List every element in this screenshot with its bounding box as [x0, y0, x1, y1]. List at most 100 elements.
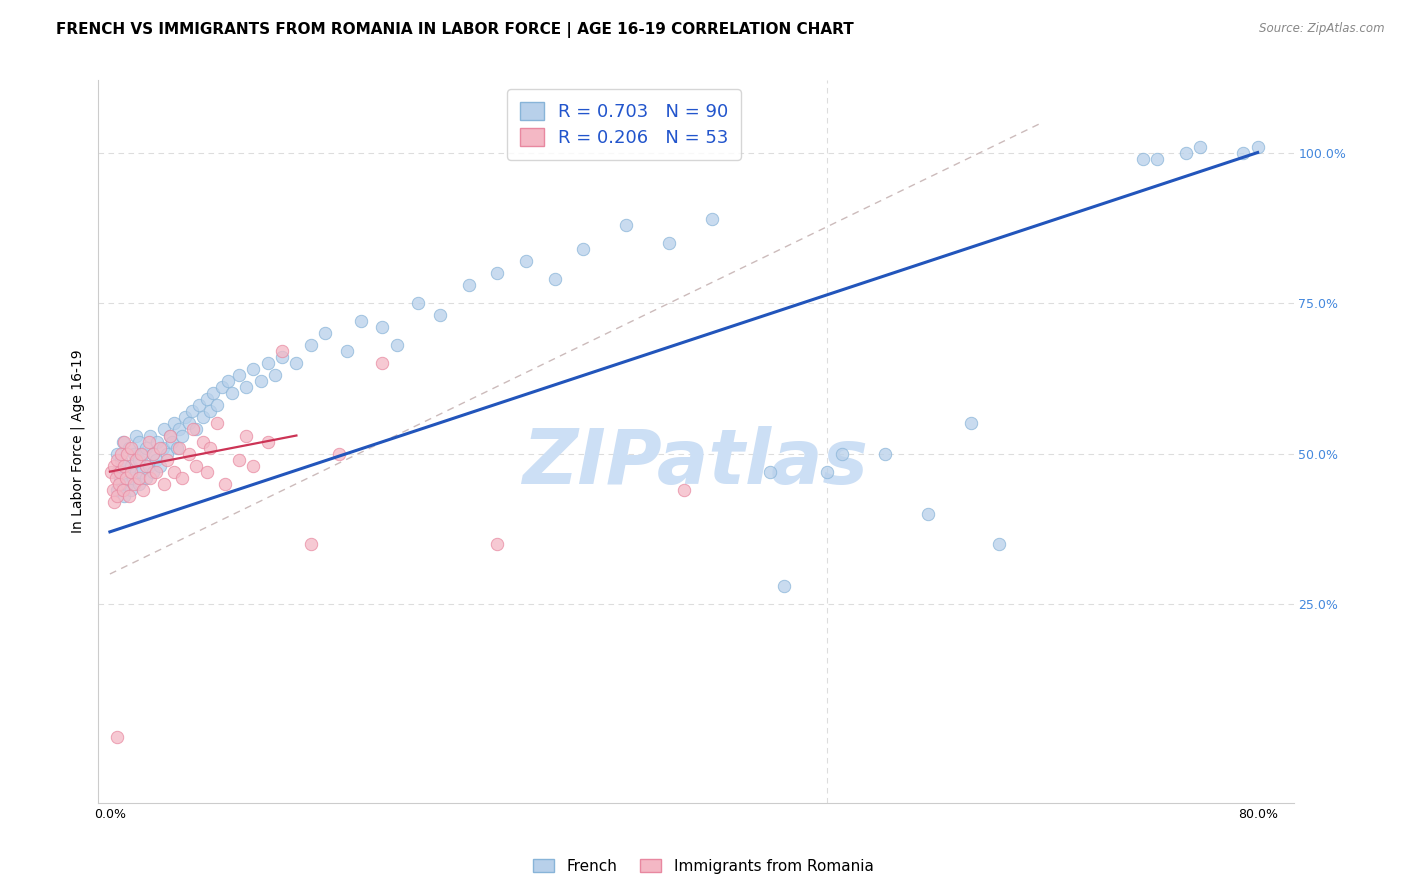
Point [350, 314, 373, 328]
Point [103, 494, 125, 508]
Point [124, 476, 146, 491]
Point [256, 356, 278, 370]
Point [131, 446, 153, 460]
Point [138, 458, 160, 473]
Point [152, 441, 174, 455]
Point [128, 471, 150, 485]
Point [202, 386, 225, 401]
Point [124, 446, 146, 460]
Point [132, 446, 155, 460]
Point [107, 476, 129, 491]
Point [167, 441, 190, 455]
Point [167, 423, 190, 437]
Y-axis label: In Labor Force | Age 16-19: In Labor Force | Age 16-19 [70, 350, 86, 533]
Point [235, 380, 257, 394]
Point [105, 446, 128, 460]
Point [112, 458, 135, 473]
Point [242, 362, 264, 376]
Point [128, 452, 150, 467]
Point [1146, 152, 1168, 166]
Point [149, 441, 172, 455]
Point [299, 338, 322, 352]
Point [228, 368, 250, 383]
Point [207, 398, 229, 412]
Point [149, 458, 172, 473]
Point [105, 730, 128, 744]
Point [139, 428, 162, 442]
Point [125, 465, 148, 479]
Point [336, 344, 359, 359]
Point [114, 471, 136, 485]
Point [104, 471, 127, 485]
Point [170, 428, 193, 442]
Point [100, 465, 122, 479]
Point [128, 434, 150, 449]
Point [145, 452, 167, 467]
Point [156, 446, 179, 460]
Point [959, 417, 981, 431]
Point [105, 483, 128, 497]
Point [299, 537, 322, 551]
Point [125, 428, 148, 442]
Point [271, 350, 294, 364]
Point [159, 428, 181, 442]
Point [177, 417, 200, 431]
Point [110, 452, 132, 467]
Point [153, 423, 176, 437]
Point [197, 465, 219, 479]
Point [773, 579, 796, 593]
Point [197, 392, 219, 407]
Point [160, 434, 183, 449]
Point [117, 489, 139, 503]
Text: ZIPatlas: ZIPatlas [523, 426, 869, 500]
Point [221, 386, 243, 401]
Point [264, 368, 287, 383]
Point [142, 446, 165, 460]
Point [217, 375, 239, 389]
Text: FRENCH VS IMMIGRANTS FROM ROMANIA IN LABOR FORCE | AGE 16-19 CORRELATION CHART: FRENCH VS IMMIGRANTS FROM ROMANIA IN LAB… [56, 22, 853, 38]
Point [121, 471, 143, 485]
Point [125, 452, 148, 467]
Point [759, 465, 782, 479]
Point [111, 483, 134, 497]
Point [135, 458, 157, 473]
Point [112, 434, 135, 449]
Point [371, 356, 394, 370]
Point [214, 476, 236, 491]
Point [138, 434, 160, 449]
Point [211, 380, 233, 394]
Point [146, 434, 169, 449]
Point [142, 465, 165, 479]
Point [120, 465, 142, 479]
Legend: R = 0.703   N = 90, R = 0.206   N = 53: R = 0.703 N = 90, R = 0.206 N = 53 [508, 89, 741, 160]
Point [117, 441, 139, 455]
Point [815, 465, 838, 479]
Point [385, 338, 408, 352]
Point [314, 326, 336, 341]
Point [271, 344, 294, 359]
Point [184, 423, 207, 437]
Point [1232, 145, 1254, 160]
Point [173, 410, 195, 425]
Point [120, 483, 142, 497]
Point [132, 483, 155, 497]
Point [873, 446, 896, 460]
Point [105, 489, 128, 503]
Point [207, 417, 229, 431]
Point [1189, 139, 1212, 153]
Point [429, 308, 451, 322]
Point [131, 465, 153, 479]
Point [166, 441, 188, 455]
Point [988, 537, 1011, 551]
Point [408, 296, 430, 310]
Point [917, 507, 939, 521]
Point [191, 434, 214, 449]
Point [235, 428, 257, 442]
Point [159, 428, 181, 442]
Point [153, 476, 176, 491]
Point [1174, 145, 1197, 160]
Point [110, 446, 132, 460]
Point [242, 458, 264, 473]
Point [103, 458, 125, 473]
Point [1132, 152, 1154, 166]
